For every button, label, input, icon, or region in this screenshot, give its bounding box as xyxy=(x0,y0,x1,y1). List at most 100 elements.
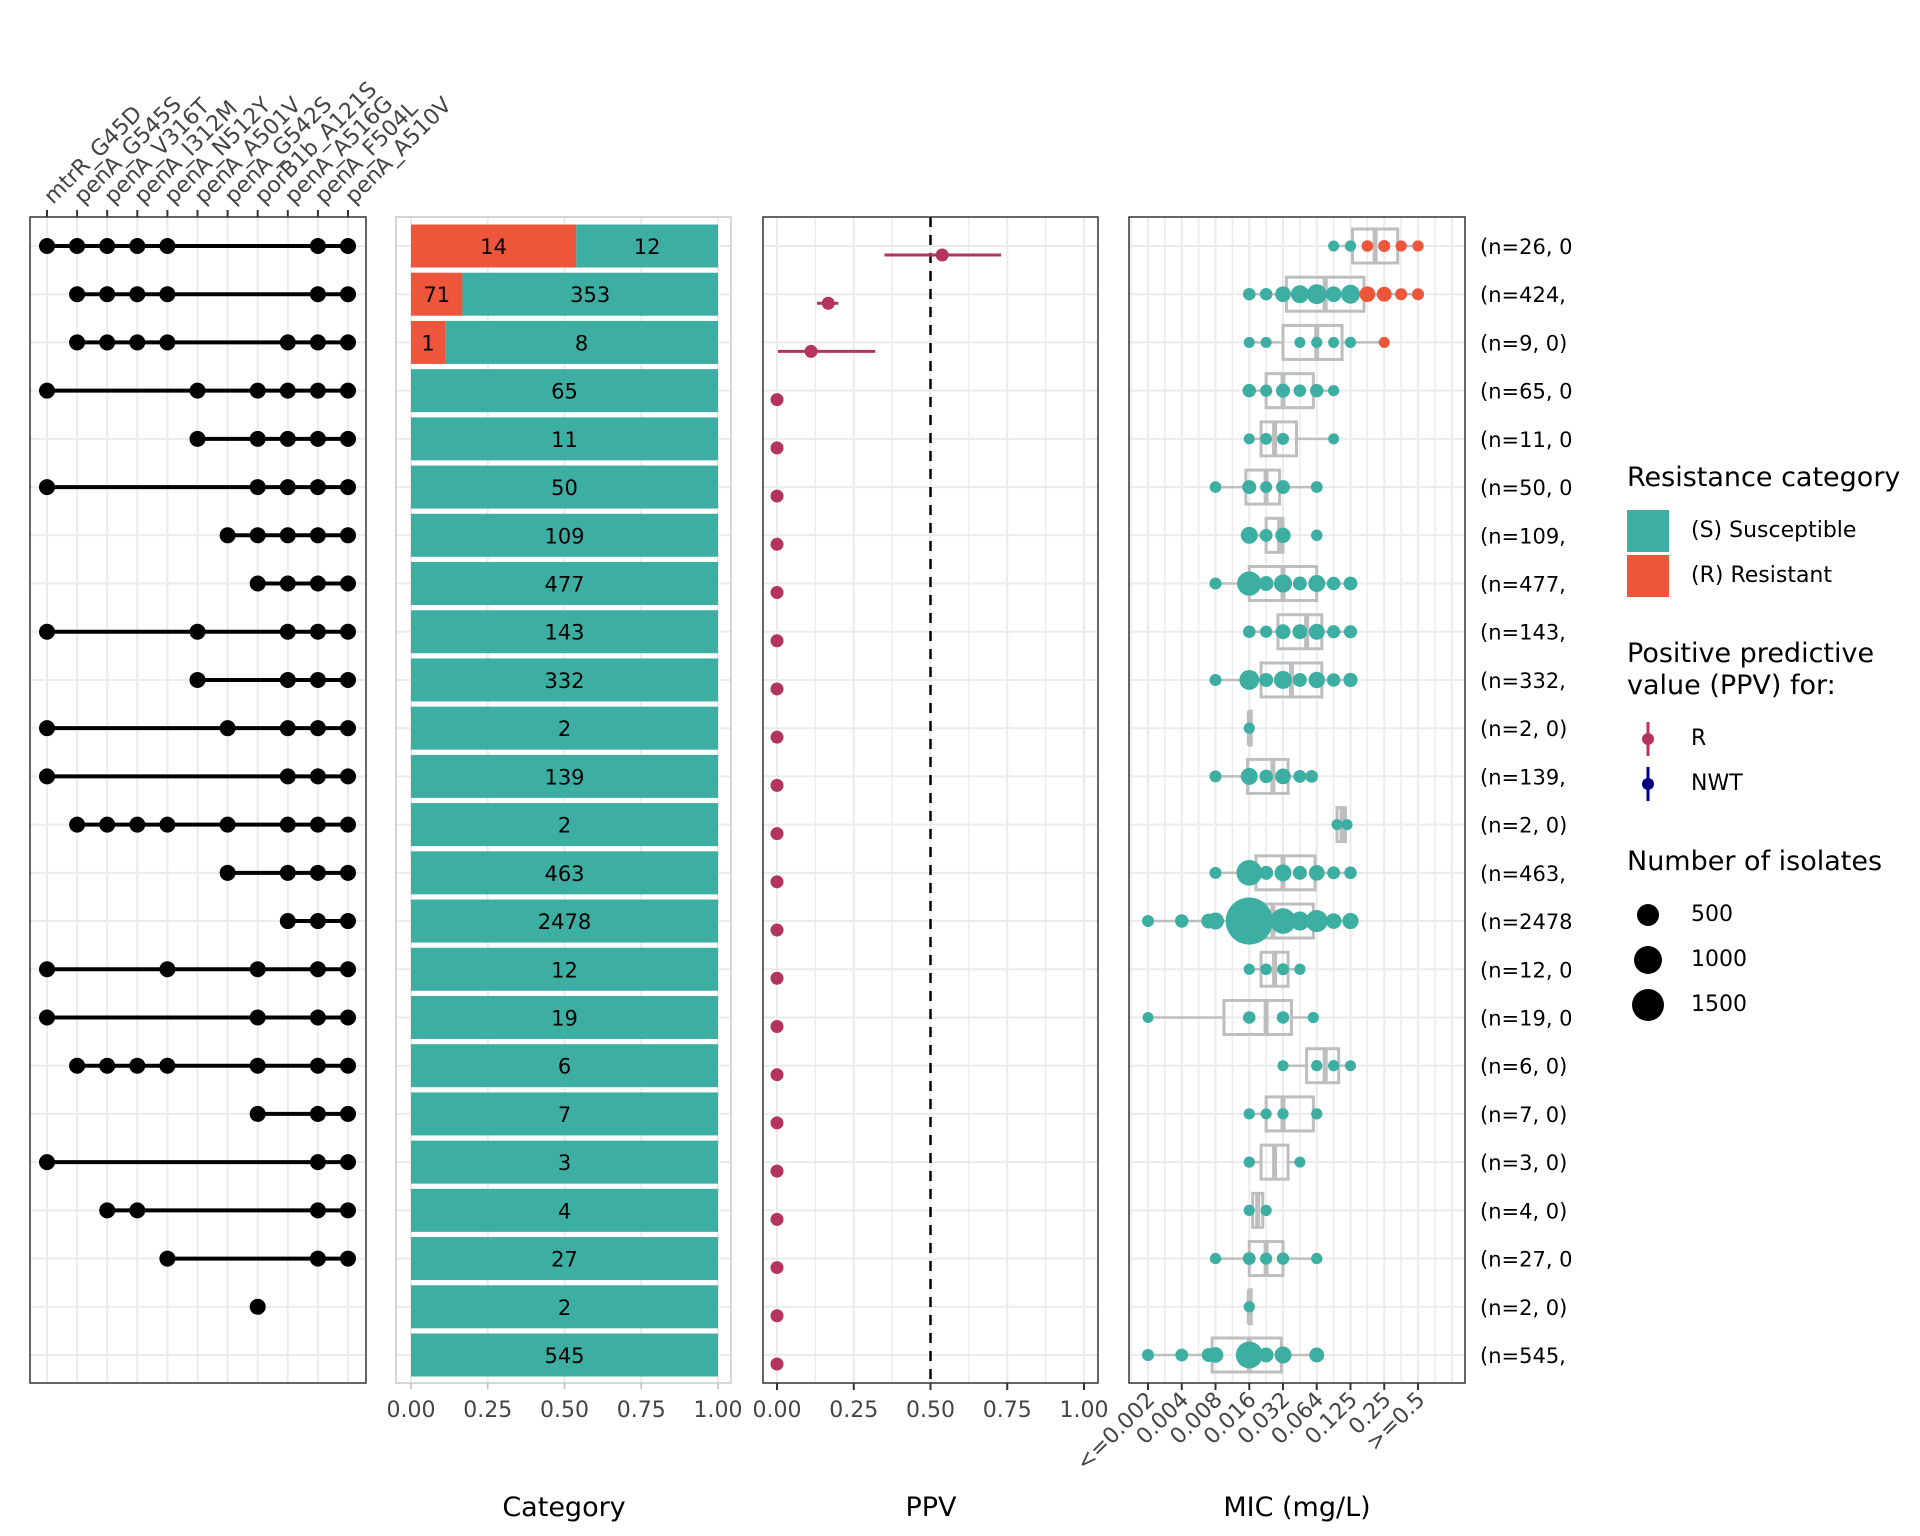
mic-point xyxy=(1260,1108,1272,1120)
mic-point xyxy=(1308,575,1326,593)
combo-dot xyxy=(309,1202,326,1219)
bar-susceptible xyxy=(411,658,718,702)
mic-point xyxy=(1328,433,1340,445)
mic-point xyxy=(1259,287,1273,301)
mic-point xyxy=(1243,1156,1255,1168)
combo-dot xyxy=(340,961,356,978)
box xyxy=(1222,998,1293,1036)
combo-dot xyxy=(340,720,356,737)
combo-dot xyxy=(279,864,296,881)
mic-point xyxy=(1343,576,1358,591)
combo-dot xyxy=(219,864,236,881)
bar-susceptible xyxy=(411,1092,718,1136)
legend-item-size-500: 500 xyxy=(1627,892,1917,937)
category-tick-label: 0.25 xyxy=(463,1398,512,1423)
combo-dot xyxy=(219,527,236,544)
size-dot-icon xyxy=(1634,945,1662,974)
bar-susceptible xyxy=(411,706,718,750)
mic-point xyxy=(1308,671,1325,689)
mic-point xyxy=(1240,526,1258,544)
mic-point xyxy=(1411,288,1425,301)
mic-point xyxy=(1141,915,1155,928)
ppv-point xyxy=(770,1309,784,1323)
combo-dot xyxy=(309,864,326,881)
combo-dot xyxy=(340,382,356,399)
mic-point xyxy=(1342,912,1359,930)
mic-point xyxy=(1311,1252,1323,1265)
combo-dot xyxy=(99,334,116,351)
mic-point xyxy=(1327,866,1341,880)
mic-point xyxy=(1243,433,1255,445)
mic-point xyxy=(1345,1060,1356,1072)
combo-dot xyxy=(340,479,356,496)
combo-dot xyxy=(249,382,266,399)
mic-point xyxy=(1306,284,1327,305)
combo-dot xyxy=(309,382,326,399)
mic-point xyxy=(1378,239,1391,253)
combo-dot xyxy=(309,816,326,833)
combo-dot xyxy=(189,623,206,640)
mic-point xyxy=(1274,1346,1292,1364)
combo-dot xyxy=(309,238,326,254)
combo-dot xyxy=(249,1105,266,1122)
mic-point xyxy=(1344,240,1357,252)
ppv-point xyxy=(770,1116,784,1130)
mic-point xyxy=(1308,864,1325,881)
bar-label-susceptible: 143 xyxy=(544,621,584,645)
combo-dot xyxy=(99,1057,116,1074)
combo-dot xyxy=(249,1298,266,1315)
mic-point xyxy=(1207,1347,1224,1363)
bar-label-susceptible: 19 xyxy=(551,1006,578,1030)
ppv-point xyxy=(770,489,784,503)
combo-dot xyxy=(129,1057,146,1074)
combo-dot xyxy=(279,382,296,399)
combo-dot xyxy=(99,816,116,833)
mic-point xyxy=(1242,1011,1256,1024)
mic-point xyxy=(1311,1108,1323,1120)
mic-point xyxy=(1260,384,1273,397)
ppv-panel: 0.00 0.25 0.50 0.75 1.00 xyxy=(753,216,1108,1423)
mic-point xyxy=(1237,571,1262,596)
bar-susceptible xyxy=(445,320,718,364)
combo-dot xyxy=(279,575,296,592)
row-count-label: (n=12, 0 xyxy=(1480,958,1573,982)
mic-point xyxy=(1260,1252,1273,1265)
bar-susceptible xyxy=(411,754,718,798)
combo-dot xyxy=(309,1154,326,1171)
combo-dot xyxy=(340,527,356,544)
mic-point xyxy=(1209,577,1222,590)
combo-dot xyxy=(340,864,356,881)
combo-dot xyxy=(159,286,176,303)
bar-susceptible xyxy=(411,1333,718,1377)
mic-point xyxy=(1326,673,1341,687)
category-panel: 0.00 0.25 0.50 0.75 1.00 14 12 71 353 1 8 65 11 50 109… xyxy=(387,216,742,1423)
ppv-point xyxy=(770,586,784,600)
combo-dot xyxy=(340,816,356,833)
ppv-point xyxy=(770,441,784,455)
bar-susceptible xyxy=(411,610,718,654)
bar-resistant xyxy=(411,272,463,316)
mic-point xyxy=(1242,383,1256,398)
combo-dot xyxy=(69,816,86,833)
combo-dot xyxy=(340,1009,356,1026)
panel-border xyxy=(395,216,732,1384)
bar-label-susceptible: 27 xyxy=(551,1248,578,1272)
legend-label: NWT xyxy=(1691,771,1743,796)
mic-point xyxy=(1326,576,1341,591)
row-count-label: (n=50, 0 xyxy=(1480,476,1573,500)
mic-point xyxy=(1328,336,1340,348)
mic-point xyxy=(1361,240,1374,252)
bar-susceptible xyxy=(411,947,718,991)
combo-dot xyxy=(159,334,176,351)
bar-resistant xyxy=(411,320,446,364)
row-count-label: (n=2478 xyxy=(1480,910,1573,934)
pointrange-icon xyxy=(1642,766,1654,801)
bar-susceptible xyxy=(411,562,718,606)
mic-point xyxy=(1209,1252,1222,1265)
combo-dot xyxy=(129,238,146,254)
ppv-point xyxy=(770,1261,784,1275)
ppv-point xyxy=(770,1164,784,1178)
combo-dot xyxy=(309,1009,326,1026)
combo-dot xyxy=(249,575,266,592)
row-count-label: (n=9, 0) xyxy=(1480,331,1567,355)
